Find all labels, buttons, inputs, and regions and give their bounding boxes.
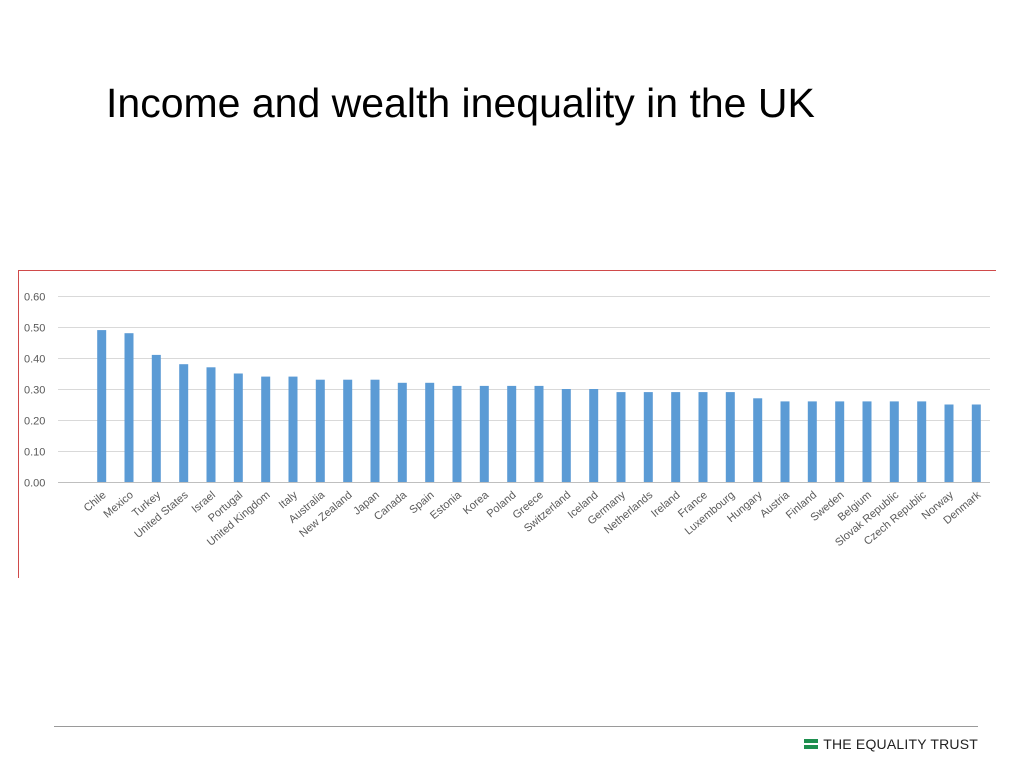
y-tick-label: 0.60 [24,292,45,304]
slide-title: Income and wealth inequality in the UK [106,80,815,126]
y-tick-label: 0.00 [24,478,45,490]
bars [97,330,981,482]
bar [807,401,817,482]
bar [124,333,134,482]
chart-container: 0.00 0.10 0.20 0.30 0.40 0.50 0.60 Chile Mexico… [18,270,996,578]
brand-logo: THE EQUALITY TRUST [804,736,978,752]
bar [507,385,517,482]
bar [534,385,544,482]
bar [698,392,708,482]
y-gridlines [58,296,990,483]
x-tick-label: Ireland [649,489,682,520]
footer-divider [54,726,978,727]
bar [151,354,161,482]
y-tick-label: 0.20 [24,416,45,428]
logo-stripe-bottom [804,745,819,749]
x-tick-label: Estonia [428,489,464,522]
brand-name: THE EQUALITY TRUST [823,736,978,752]
bar [233,373,243,482]
bar [206,367,216,482]
bar [288,376,298,482]
bar [671,392,681,482]
logo-stripe-top [804,739,819,743]
x-tick-label: Mexico [102,489,136,521]
bar [370,379,380,482]
bar [452,385,462,482]
bar [261,376,271,482]
gini-bar-chart: 0.00 0.10 0.20 0.30 0.40 0.50 0.60 ChileMexico… [18,270,996,578]
bar [479,385,489,482]
bar [917,401,927,482]
y-tick-label: 0.50 [24,323,45,335]
bar [643,392,653,482]
bar [862,401,872,482]
bar [343,379,353,482]
bar [835,401,845,482]
y-tick-label: 0.10 [24,447,45,459]
bar [725,392,735,482]
y-tick-label: 0.40 [24,354,45,366]
bar [315,379,325,482]
bar [179,364,189,482]
bar [589,389,599,482]
y-axis-tick-labels: 0.00 0.10 0.20 0.30 0.40 0.50 0.60 [24,292,45,490]
bar [397,382,407,482]
bar [425,382,435,482]
chart-frame-lines [18,270,996,578]
bar [753,398,763,482]
bar [780,401,790,482]
bar [889,401,899,482]
bar [97,330,107,482]
equality-trust-logo-icon [804,739,819,749]
bar [971,404,981,482]
bar [944,404,954,482]
bar [561,389,571,482]
bar [616,392,626,482]
y-tick-label: 0.30 [24,385,45,397]
